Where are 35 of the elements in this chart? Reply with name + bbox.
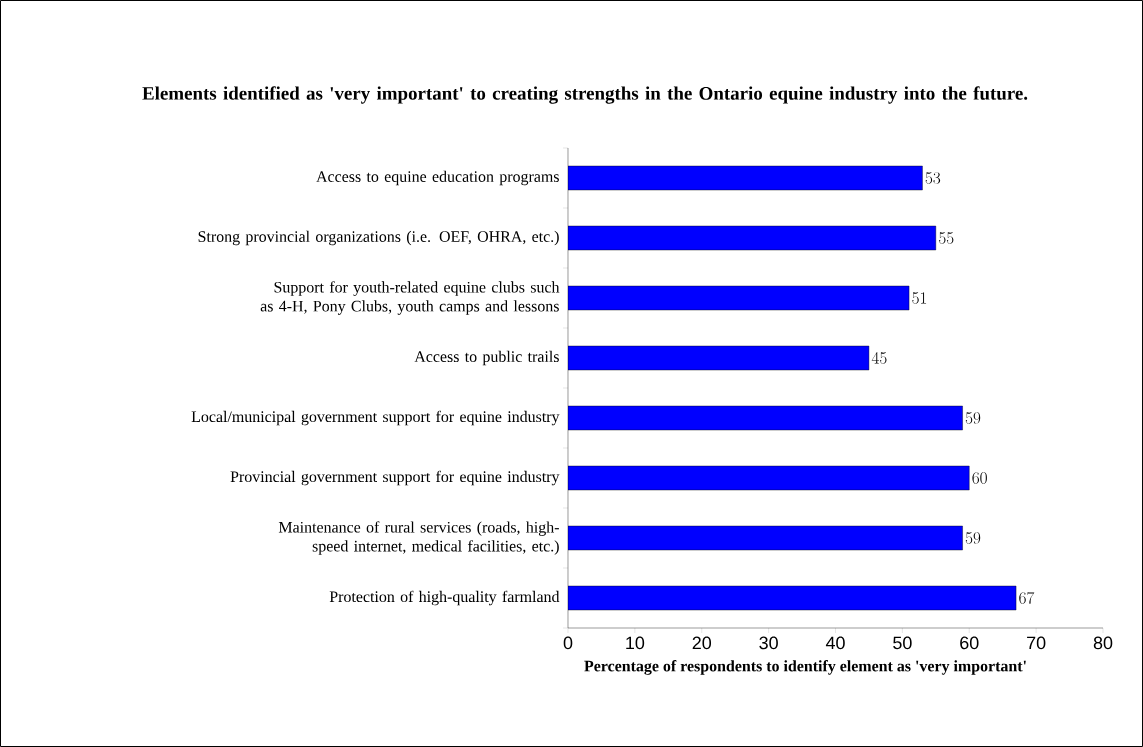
x-tick-label: 70 [1027,636,1046,650]
x-tick-label: 30 [759,636,778,650]
bar [568,225,937,251]
y-tick-label: Access to public trails [414,350,559,366]
bar [568,525,963,551]
x-tick-label: 60 [960,636,979,650]
chart-title: Elements identified as 'very important' to creating strengths in the Ontario equine industry into the future. [142,86,1028,104]
data-label: 59 [965,412,981,424]
bar [568,345,870,371]
x-tick-label: 80 [1093,636,1113,650]
x-tick-label: 10 [626,636,645,650]
y-tick-label: Support for youth-related equine clubs such as 4-H, Pony Clubs, youth camps and lessons [260,281,560,315]
x-tick-label: 40 [825,636,845,650]
y-tick-label: Access to equine education programs [316,170,559,186]
y-tick-label: Maintenance of rural services (roads, high-speed internet, medical facilities, etc.) [278,521,559,555]
x-axis-title: Percentage of respondents to identify element as 'very important' [584,660,1026,675]
y-tick-label: Provincial government support for equine industry [230,470,560,486]
bar [568,405,963,431]
data-label: 59 [965,532,981,544]
y-tick-label: Strong provincial organizations (i.e. OEF, OHRA, etc.) [198,230,559,246]
data-label: 67 [1019,591,1035,604]
y-tick-label: Local/municipal government support for equine industry [191,410,560,426]
data-label: 45 [871,352,887,364]
data-label: 53 [925,172,941,184]
y-tick-label: Protection of high-quality farmland [329,590,560,606]
bar [568,285,910,311]
x-tick-label: 0 [563,636,573,650]
data-label: 55 [939,232,954,244]
data-label: 51 [912,292,927,304]
bar [568,165,923,191]
bar [568,465,970,491]
bar [568,585,1017,611]
data-label: 60 [972,472,987,484]
x-tick-label: 50 [893,636,912,650]
x-tick-label: 20 [692,636,712,650]
